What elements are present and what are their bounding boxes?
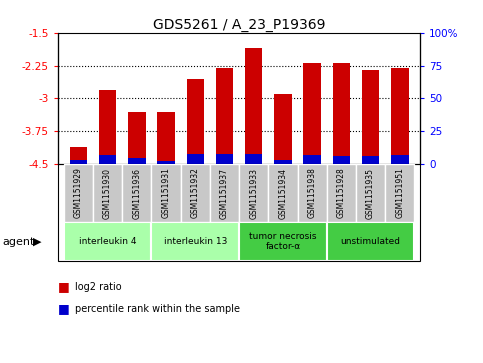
Text: ■: ■ <box>58 280 70 293</box>
Bar <box>362 70 379 164</box>
Bar <box>93 164 122 222</box>
Text: GSM1151928: GSM1151928 <box>337 168 346 219</box>
Bar <box>70 160 87 164</box>
Bar <box>268 164 298 222</box>
Bar <box>303 63 321 164</box>
Bar <box>333 63 350 164</box>
Bar <box>157 162 175 164</box>
Bar <box>385 164 414 222</box>
Text: GSM1151933: GSM1151933 <box>249 167 258 219</box>
Bar <box>327 164 356 222</box>
Bar <box>274 94 292 164</box>
Bar <box>239 222 327 261</box>
Bar <box>333 156 350 164</box>
Bar <box>298 164 327 222</box>
Text: GSM1151929: GSM1151929 <box>74 168 83 219</box>
Bar <box>152 222 239 261</box>
Text: unstimulated: unstimulated <box>341 237 400 246</box>
Text: GSM1151931: GSM1151931 <box>161 168 170 219</box>
Text: GSM1151932: GSM1151932 <box>191 168 200 219</box>
Bar <box>245 48 262 164</box>
Text: interleukin 4: interleukin 4 <box>79 237 136 246</box>
Bar <box>157 111 175 164</box>
Bar <box>391 155 409 164</box>
Bar <box>70 147 87 164</box>
Text: agent: agent <box>2 237 35 246</box>
Bar <box>128 158 145 164</box>
Bar <box>181 164 210 222</box>
Text: tumor necrosis
factor-α: tumor necrosis factor-α <box>249 232 317 251</box>
Bar <box>128 111 145 164</box>
Text: GSM1151935: GSM1151935 <box>366 167 375 219</box>
Bar <box>152 164 181 222</box>
Title: GDS5261 / A_23_P19369: GDS5261 / A_23_P19369 <box>153 18 326 32</box>
Bar <box>216 154 233 164</box>
Text: ▶: ▶ <box>33 237 42 246</box>
Text: GSM1151934: GSM1151934 <box>278 167 287 219</box>
Bar <box>362 156 379 164</box>
Bar <box>303 155 321 164</box>
Bar <box>64 164 93 222</box>
Bar <box>210 164 239 222</box>
Text: ■: ■ <box>58 302 70 315</box>
Bar <box>356 164 385 222</box>
Bar <box>99 90 116 164</box>
Text: GSM1151937: GSM1151937 <box>220 167 229 219</box>
Bar <box>64 222 152 261</box>
Bar <box>274 160 292 164</box>
Text: GSM1151951: GSM1151951 <box>395 168 404 219</box>
Text: GSM1151930: GSM1151930 <box>103 167 112 219</box>
Text: GSM1151938: GSM1151938 <box>308 168 317 219</box>
Text: GSM1151936: GSM1151936 <box>132 167 142 219</box>
Text: log2 ratio: log2 ratio <box>75 282 122 292</box>
Bar <box>327 222 414 261</box>
Bar <box>186 154 204 164</box>
Bar <box>186 79 204 164</box>
Bar <box>216 68 233 164</box>
Text: interleukin 13: interleukin 13 <box>164 237 227 246</box>
Bar <box>391 68 409 164</box>
Bar <box>122 164 152 222</box>
Bar <box>99 155 116 164</box>
Bar <box>239 164 268 222</box>
Bar <box>245 154 262 164</box>
Text: percentile rank within the sample: percentile rank within the sample <box>75 303 240 314</box>
